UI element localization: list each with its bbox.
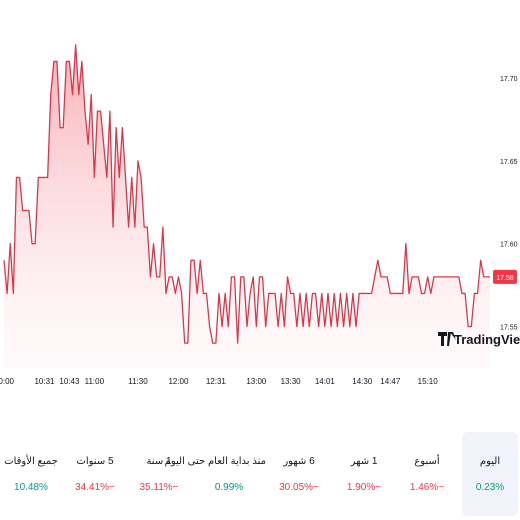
period-change-value: 34.41%− (75, 482, 115, 493)
period-tab[interactable]: جميع الأوقات 10.48% (0, 432, 62, 516)
period-change-value: 35.11%− (139, 482, 179, 493)
x-tick-label: 11:30 (128, 377, 148, 386)
tradingview-watermark: TradingView (438, 332, 520, 347)
period-label: اليوم (479, 456, 501, 467)
tradingview-logo-icon (438, 332, 456, 346)
x-tick-label: 14:30 (352, 377, 373, 386)
y-tick-label: 17.55 (500, 325, 518, 332)
period-change-value: 1.90%− (346, 482, 382, 493)
period-change-value: 0.23% (475, 482, 505, 493)
period-label: جميع الأوقات (4, 456, 58, 467)
x-tick-label: 14:47 (380, 377, 401, 386)
period-label: 1 شهر (350, 456, 378, 467)
y-tick-label: 17.65 (500, 159, 518, 166)
x-tick-label: 14:01 (315, 377, 336, 386)
x-tick-label: 15:10 (418, 377, 439, 386)
x-tick-label: 10:31 (34, 377, 55, 386)
last-value-badge (493, 269, 517, 284)
period-label: 6 شهور (283, 456, 315, 467)
price-chart[interactable]: 17.70 17.65 17.60 17.55 10:00 10:31 10:43 11:0… (0, 0, 520, 400)
period-change-value: 30.05%− (279, 482, 319, 493)
tradingview-wordmark: TradingView (454, 332, 520, 347)
period-tab[interactable]: 6 شهور 30.05%− (268, 432, 330, 516)
period-label: 1 سنة (146, 456, 172, 467)
period-tab[interactable]: منذ بداية العام حتى اليوم 0.99% (164, 432, 266, 516)
period-label: أسبوع (414, 456, 440, 467)
period-tab[interactable]: 1 شهر 1.90%− (333, 432, 395, 516)
period-label: 5 سنوات (76, 456, 114, 467)
period-change-value: 1.46%− (409, 482, 445, 493)
price-area-fill (4, 44, 490, 369)
y-tick-label: 17.70 (500, 76, 518, 83)
period-change-value: 10.48% (14, 482, 48, 493)
period-performance-row: جميع الأوقات 10.48% 5 سنوات 34.41%− 1 سنة 35.… (0, 432, 520, 518)
x-tick-label: 12:00 (168, 377, 189, 386)
period-tab[interactable]: اليوم 0.23% (462, 432, 518, 516)
x-tick-label: 13:00 (246, 377, 267, 386)
y-tick-label: 17.60 (500, 242, 518, 249)
x-tick-label: 11:00 (85, 377, 105, 386)
x-tick-label: 12:31 (206, 377, 227, 386)
period-change-value: 0.99% (214, 482, 244, 493)
period-tab[interactable]: 1 سنة 35.11%− (128, 432, 190, 516)
last-value-label: 17.58 (496, 275, 514, 282)
period-tab[interactable]: أسبوع 1.46%− (396, 432, 458, 516)
period-tab[interactable]: 5 سنوات 34.41%− (64, 432, 126, 516)
price-series-line (3, 44, 490, 344)
period-label: منذ بداية العام حتى اليوم (164, 456, 266, 467)
x-tick-label: 13:30 (281, 377, 302, 386)
x-tick-label: 10:00 (0, 377, 15, 386)
x-tick-label: 10:43 (59, 377, 80, 386)
